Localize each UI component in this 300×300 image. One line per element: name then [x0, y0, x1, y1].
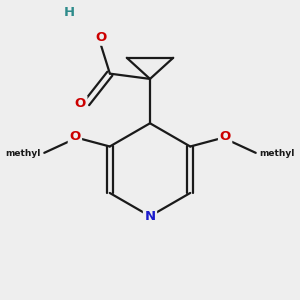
- Text: O: O: [220, 130, 231, 143]
- Text: O: O: [75, 97, 86, 110]
- Text: methyl: methyl: [259, 149, 294, 158]
- Text: O: O: [96, 31, 107, 44]
- Text: O: O: [69, 130, 80, 143]
- Text: H: H: [64, 6, 75, 19]
- Text: methyl: methyl: [6, 149, 41, 158]
- Text: N: N: [144, 210, 156, 223]
